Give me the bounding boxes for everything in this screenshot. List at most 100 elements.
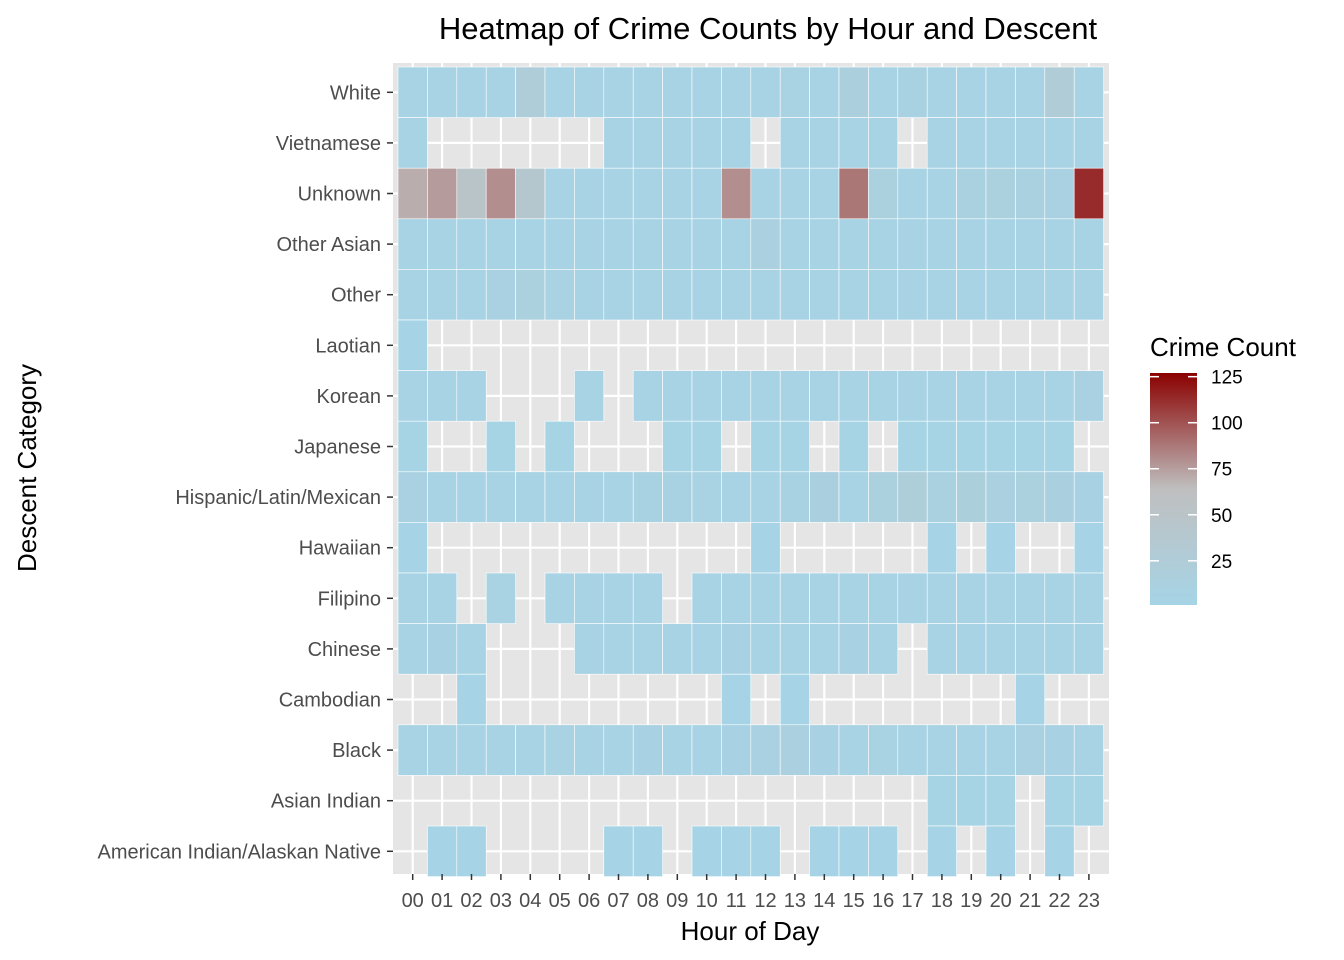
- heatmap-cell: [545, 573, 574, 624]
- heatmap-cell: [1015, 371, 1044, 422]
- heatmap-cell: [780, 472, 809, 523]
- heatmap-cell: [692, 624, 721, 675]
- heatmap-cell: [957, 168, 986, 219]
- heatmap-cell: [1015, 573, 1044, 624]
- heatmap-cell: [868, 269, 897, 320]
- heatmap-cell: [898, 421, 927, 472]
- heatmap-cell: [780, 269, 809, 320]
- legend: Crime Count 255075100125: [1150, 332, 1297, 605]
- x-axis-ticks: 0001020304050607080910111213141516171819…: [402, 874, 1100, 912]
- heatmap-cell: [721, 118, 750, 169]
- y-tick-label: Filipino: [318, 588, 381, 610]
- heatmap-cell: [868, 118, 897, 169]
- heatmap-cell: [751, 269, 780, 320]
- heatmap-cell: [927, 269, 956, 320]
- y-tick-label: Japanese: [294, 437, 381, 459]
- heatmap-cell: [868, 725, 897, 776]
- heatmap-cell: [810, 573, 839, 624]
- heatmap-cell: [986, 168, 1015, 219]
- heatmap-cell: [398, 371, 427, 422]
- heatmap-cell: [692, 118, 721, 169]
- heatmap-cell: [868, 168, 897, 219]
- heatmap-cell: [427, 67, 456, 118]
- heatmap-cell: [604, 219, 633, 270]
- heatmap-cell: [427, 573, 456, 624]
- heatmap-cell: [868, 826, 897, 877]
- heatmap-cell: [986, 219, 1015, 270]
- heatmap-cell: [633, 573, 662, 624]
- x-tick-label: 00: [402, 890, 424, 912]
- x-tick-label: 05: [549, 890, 571, 912]
- heatmap-cell: [486, 725, 515, 776]
- heatmap-cell: [427, 219, 456, 270]
- heatmap-cell: [545, 67, 574, 118]
- heatmap-cell: [1045, 573, 1074, 624]
- heatmap-cell: [486, 421, 515, 472]
- heatmap-cell: [839, 118, 868, 169]
- heatmap-cell: [692, 421, 721, 472]
- heatmap-cell: [957, 269, 986, 320]
- heatmap-cell: [545, 421, 574, 472]
- heatmap-cell: [516, 472, 545, 523]
- heatmap-cell: [457, 371, 486, 422]
- heatmap-cell: [751, 826, 780, 877]
- x-tick-label: 13: [784, 890, 806, 912]
- heatmap-cell: [721, 168, 750, 219]
- heatmap-cell: [927, 725, 956, 776]
- heatmap-cell: [1074, 118, 1103, 169]
- heatmap-cell: [604, 725, 633, 776]
- heatmap-cell: [780, 421, 809, 472]
- heatmap-cell: [633, 168, 662, 219]
- heatmap-cell: [898, 67, 927, 118]
- heatmap-cell: [1045, 67, 1074, 118]
- heatmap-cell: [927, 371, 956, 422]
- heatmap-cell: [1045, 219, 1074, 270]
- heatmap-cell: [1074, 371, 1103, 422]
- heatmap-cell: [692, 67, 721, 118]
- y-tick-label: Black: [332, 740, 382, 762]
- heatmap-cell: [604, 624, 633, 675]
- heatmap-cell: [898, 725, 927, 776]
- y-tick-label: Korean: [317, 386, 382, 408]
- heatmap-cell: [545, 269, 574, 320]
- y-tick-label: Hawaiian: [299, 538, 381, 560]
- heatmap-cell: [1045, 269, 1074, 320]
- heatmap-cell: [810, 219, 839, 270]
- heatmap-cell: [1015, 118, 1044, 169]
- heatmap-cell: [692, 826, 721, 877]
- heatmap-cell: [1015, 472, 1044, 523]
- heatmap-cell: [986, 269, 1015, 320]
- heatmap-cell: [1015, 421, 1044, 472]
- y-tick-label: Other: [331, 285, 381, 307]
- heatmap-cell: [957, 573, 986, 624]
- heatmap-cell: [574, 573, 603, 624]
- y-tick-label: Cambodian: [279, 690, 381, 712]
- heatmap-cell: [1015, 67, 1044, 118]
- heatmap-cell: [604, 472, 633, 523]
- heatmap-cell: [663, 624, 692, 675]
- heatmap-cell: [604, 269, 633, 320]
- x-tick-label: 04: [519, 890, 541, 912]
- x-tick-label: 23: [1078, 890, 1100, 912]
- heatmap-cell: [633, 826, 662, 877]
- x-tick-label: 18: [931, 890, 953, 912]
- heatmap-cell: [751, 624, 780, 675]
- heatmap-cell: [398, 168, 427, 219]
- y-tick-label: Unknown: [298, 184, 381, 206]
- x-tick-label: 07: [607, 890, 629, 912]
- x-tick-label: 16: [872, 890, 894, 912]
- heatmap-cell: [898, 371, 927, 422]
- y-tick-label: Laotian: [315, 335, 381, 357]
- heatmap-cell: [1015, 674, 1044, 725]
- heatmap-cell: [1015, 168, 1044, 219]
- heatmap-cell: [986, 522, 1015, 573]
- heatmap-cell: [427, 472, 456, 523]
- heatmap-cell: [398, 118, 427, 169]
- heatmap-cell: [751, 573, 780, 624]
- heatmap-cell: [574, 472, 603, 523]
- heatmap-cell: [545, 725, 574, 776]
- heatmap-cell: [633, 118, 662, 169]
- heatmap-cell: [457, 624, 486, 675]
- heatmap-cell: [1074, 573, 1103, 624]
